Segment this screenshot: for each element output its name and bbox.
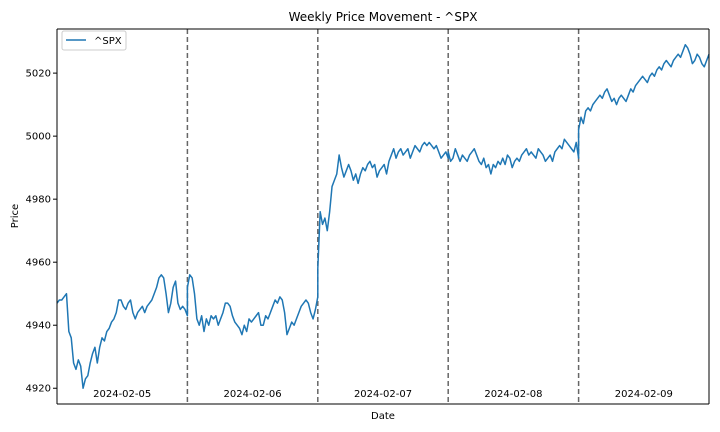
session-separators [186,29,580,404]
plot-frame [56,28,710,405]
legend-box [61,30,127,51]
x-session-label: 2024-02-08 [484,389,542,400]
y-tick-label: 4980 [26,195,51,206]
series-line-spx [56,44,710,389]
x-session-label: 2024-02-05 [93,389,151,400]
legend: ^SPX [61,30,127,51]
y-tick-label: 4940 [26,321,51,332]
y-tick-label: 4920 [26,384,51,395]
price-line-group [56,44,710,389]
y-axis-ticks: 4920 4940 4960 4980 5000 5020 [26,69,57,395]
plot-area [57,29,709,404]
x-session-label: 2024-02-06 [224,389,282,400]
x-session-label: 2024-02-07 [354,389,412,400]
y-tick-label: 5000 [26,132,51,143]
x-session-label: 2024-02-09 [615,389,673,400]
y-tick-label: 5020 [26,69,51,80]
y-axis-label: Price [10,204,21,228]
chart-title: Weekly Price Movement - ^SPX [289,10,478,24]
x-axis-label: Date [371,411,395,422]
legend-label-spx: ^SPX [94,36,122,47]
x-axis-session-labels: 2024-02-05 2024-02-06 2024-02-07 2024-02-08… [93,389,673,400]
y-tick-label: 4960 [26,258,51,269]
